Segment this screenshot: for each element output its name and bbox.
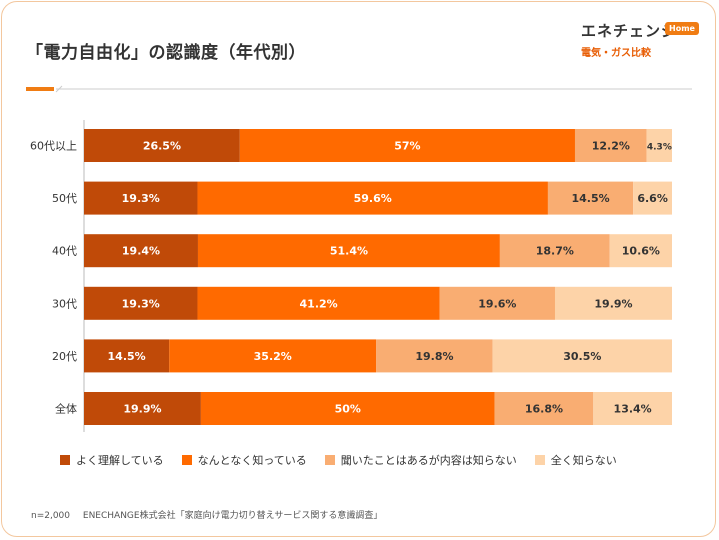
- logo-home-badge: Home: [665, 22, 699, 35]
- title-divider: [26, 85, 692, 93]
- bar-segment: [633, 181, 672, 215]
- legend-label: よく理解している: [76, 454, 164, 467]
- logo-wordmark: エネチェンジ: [581, 22, 678, 40]
- legend-label: 全く知らない: [550, 454, 617, 467]
- category-label: 20代: [52, 350, 77, 363]
- data-label: 14.5%: [571, 192, 609, 205]
- legend-swatch: [181, 455, 192, 465]
- category-label: 30代: [52, 297, 77, 310]
- bar-segment: [593, 392, 672, 425]
- bar-segment: [197, 181, 548, 215]
- bar-segment: [197, 234, 500, 268]
- bar-segment: [197, 286, 440, 320]
- data-label: 16.8%: [525, 403, 563, 416]
- data-label: 12.2%: [592, 140, 630, 153]
- bar-segment: [439, 286, 555, 320]
- category-label: 50代: [52, 192, 77, 205]
- data-label: 30.5%: [563, 350, 601, 363]
- category-label: 60代以上: [30, 140, 77, 153]
- data-label: 19.8%: [415, 350, 453, 363]
- logo-tagline: 電気・ガス比較: [581, 48, 651, 59]
- data-label: 18.7%: [536, 245, 574, 258]
- chart-legend: よく理解している なんとなく知っている 聞いたことはあるが内容は知らない 全く知…: [60, 452, 635, 468]
- data-label: 4.3%: [647, 143, 672, 153]
- bar-segment: [376, 339, 493, 373]
- data-label: 19.9%: [123, 403, 161, 416]
- bar-segment: [84, 234, 198, 268]
- data-label: 19.9%: [594, 297, 632, 310]
- bar-segment: [169, 339, 377, 373]
- stacked-bar-chart: 60代以上 26.5% 57% 12.2% 4.3% 50代 19.3% 59.6% 14.5%…: [30, 120, 672, 432]
- data-label: 51.4%: [330, 245, 368, 258]
- data-label: 19.3%: [122, 297, 160, 310]
- data-label: 13.4%: [614, 403, 652, 416]
- legend-label: 聞いたことはあるが内容は知らない: [340, 454, 517, 467]
- data-label: 19.6%: [478, 297, 516, 310]
- divider-notch: [55, 85, 63, 93]
- data-label: 35.2%: [254, 350, 292, 363]
- bar-segment: [84, 392, 201, 425]
- bar-segment: [200, 392, 495, 425]
- bar-segment: [84, 286, 198, 320]
- legend-swatch: [60, 455, 70, 465]
- category-label: 全体: [55, 402, 77, 416]
- data-label: 41.2%: [300, 297, 338, 310]
- legend-item: よく理解している: [60, 452, 164, 468]
- data-label: 26.5%: [143, 140, 181, 153]
- bar-segment: [499, 234, 610, 268]
- bar-segment: [494, 392, 594, 425]
- enechange-logo[interactable]: エネチェンジ Home 電気・ガス比較: [581, 20, 699, 62]
- data-label: 6.6%: [637, 192, 668, 205]
- source-note: ENECHANGE株式会社「家庭向け電力切り替えサービス関する意識調査」: [82, 511, 383, 521]
- footnote: n=2,000 ENECHANGE株式会社「家庭向け電力切り替えサービス関する意…: [31, 508, 392, 521]
- data-label: 14.5%: [108, 350, 146, 363]
- data-label: 19.4%: [122, 245, 160, 258]
- data-label: 50%: [335, 403, 361, 416]
- data-label: 10.6%: [622, 245, 660, 258]
- bar-segment: [609, 234, 672, 268]
- legend-item: なんとなく知っている: [181, 452, 307, 468]
- bar-segment: [84, 339, 170, 373]
- sample-size: n=2,000: [31, 511, 71, 521]
- legend-item: 全く知らない: [534, 452, 617, 468]
- data-label: 19.3%: [122, 192, 160, 205]
- data-label: 59.6%: [354, 192, 392, 205]
- bar-segment: [84, 181, 198, 215]
- bar-segment: [574, 129, 647, 162]
- divider-accent: [26, 87, 54, 91]
- bar-segment: [646, 129, 672, 162]
- bar-segment: [84, 129, 240, 162]
- legend-swatch: [324, 455, 335, 465]
- bar-segment: [554, 286, 672, 320]
- legend-label: なんとなく知っている: [197, 454, 307, 467]
- data-label: 57%: [394, 140, 420, 153]
- legend-item: 聞いたことはあるが内容は知らない: [324, 452, 517, 468]
- bar-segment: [547, 181, 634, 215]
- bar-segment: [239, 129, 575, 162]
- chart-title: 「電力自由化」の認識度（年代別）: [26, 43, 306, 63]
- category-label: 40代: [52, 245, 77, 258]
- legend-swatch: [534, 455, 545, 465]
- bar-segment: [492, 339, 672, 373]
